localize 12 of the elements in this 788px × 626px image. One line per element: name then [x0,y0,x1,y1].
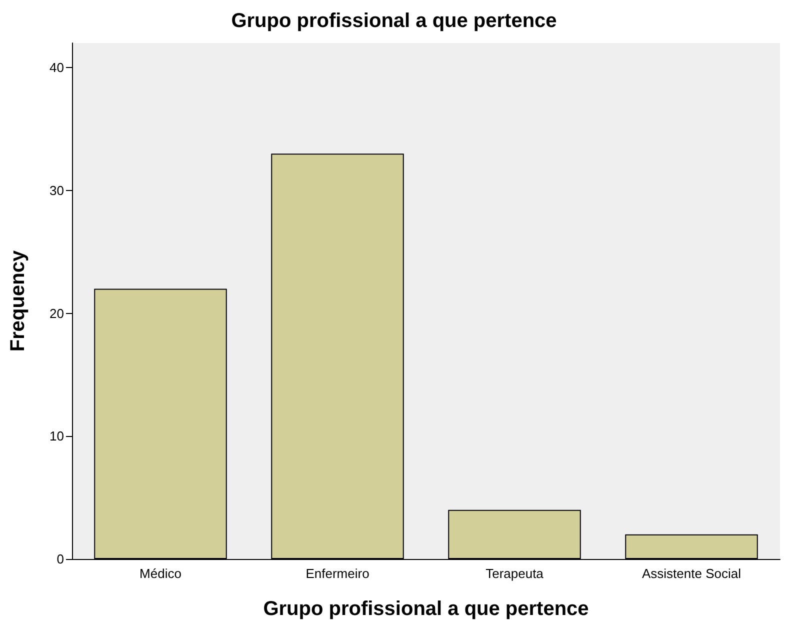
chart-title: Grupo profissional a que pertence [231,10,557,32]
y-tick-label: 0 [56,552,64,566]
x-axis-title: Grupo profissional a que pertence [263,598,589,620]
y-tick-label: 30 [50,182,64,198]
y-tick-label: 40 [50,60,64,76]
y-axis-title: Frequency [7,250,29,352]
x-tick-label: Enfermeiro [306,566,370,581]
y-tick-label: 20 [50,306,64,321]
y-tick-label: 10 [50,428,64,444]
x-tick-label: Terapeuta [486,566,544,581]
x-tick-label: Médico [140,566,182,581]
x-tick-label: Assistente Social [642,566,742,581]
